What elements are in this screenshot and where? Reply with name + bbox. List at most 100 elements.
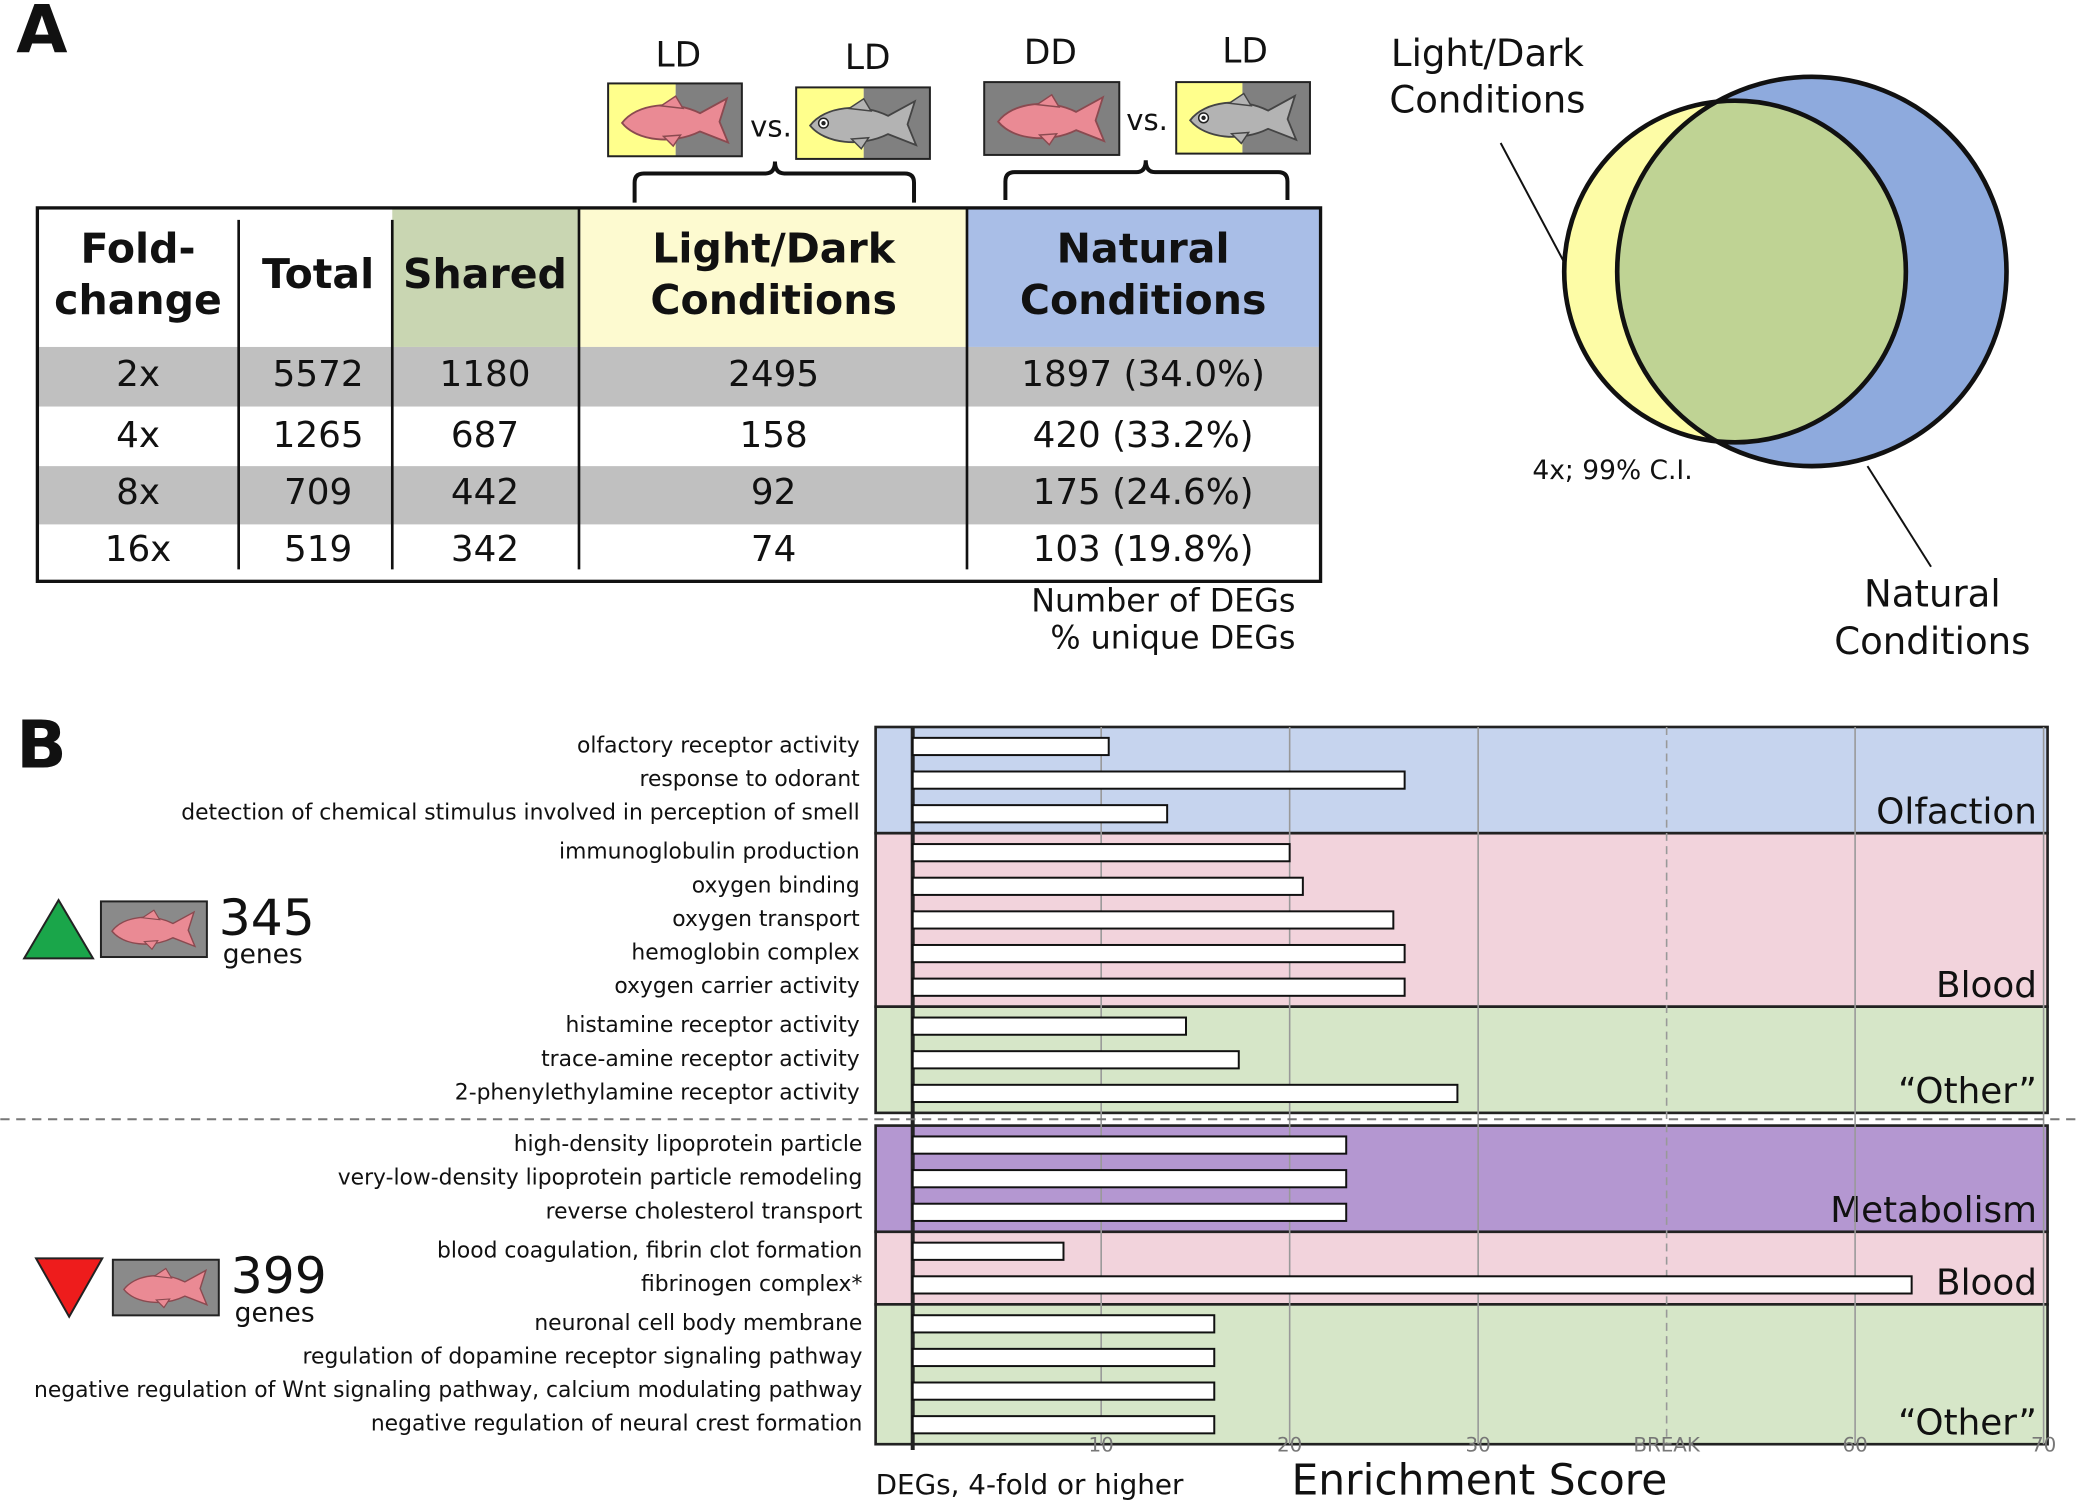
venn-note: 4x; 99% C.I. (1532, 455, 1692, 486)
gene-count: 399 (231, 1246, 327, 1305)
table-header: Fold- (80, 225, 195, 273)
x-axis-title: Enrichment Score (1292, 1456, 1668, 1503)
row-bg (37, 346, 1321, 407)
bar (911, 1314, 1216, 1334)
row-bg (37, 466, 1321, 525)
bar (911, 876, 1304, 896)
panel-label: B (16, 707, 66, 784)
bar (911, 1241, 1065, 1261)
table-cell: 1265 (273, 415, 364, 456)
bar (911, 1169, 1348, 1189)
table-cell: 175 (24.6%) (1033, 472, 1254, 513)
bar (911, 943, 1406, 964)
group-label: Blood (1936, 1263, 2037, 1304)
leader-line (1866, 465, 1932, 568)
header-shared-bg (392, 207, 579, 347)
vs-label: vs. (750, 109, 792, 143)
group-label: Olfaction (1876, 791, 2037, 832)
bar (911, 1083, 1459, 1104)
pictograms (607, 81, 1311, 203)
direction-marker (34, 1257, 104, 1319)
table-cell: 519 (284, 529, 352, 570)
table-cell: 420 (33.2%) (1033, 415, 1254, 456)
chart-note: DEGs, 4-fold or higher (876, 1468, 1184, 1501)
brace (632, 161, 917, 203)
gene-count-label: genes (223, 939, 303, 970)
x-tick-label: BREAK (1633, 1434, 1701, 1457)
box-frame (795, 86, 931, 160)
table-header: Total (262, 250, 374, 298)
table-header: change (54, 276, 222, 324)
condition-label: DD (1024, 33, 1077, 73)
bar (911, 977, 1406, 997)
category-label: regulation of dopamine receptor signalin… (303, 1344, 863, 1369)
table-cell: 1897 (34.0%) (1021, 354, 1265, 395)
group-label: “Other” (1898, 1071, 2037, 1112)
category-label: high-density lipoprotein particle (514, 1132, 863, 1157)
category-label: oxygen binding (692, 873, 860, 898)
brace (1003, 160, 1290, 200)
bar (911, 736, 1110, 757)
table-frame (35, 206, 1323, 583)
table-cell: 5572 (273, 354, 364, 395)
table-cell: 2x (116, 354, 160, 395)
table-cell: 103 (19.8%) (1033, 529, 1254, 570)
group-label: “Other” (1898, 1402, 2037, 1443)
table-header: Conditions (1020, 276, 1267, 324)
category-label: fibrinogen complex* (641, 1272, 862, 1297)
bar (911, 1347, 1216, 1368)
panel-label: A (16, 0, 67, 68)
bar (911, 910, 1395, 930)
category-label: neuronal cell body membrane (534, 1311, 862, 1336)
table-cell: 687 (451, 415, 519, 456)
x-tick-label: 10 (1089, 1434, 1114, 1457)
category-label: olfactory receptor activity (577, 733, 860, 758)
venn-outline (1561, 98, 1909, 445)
category-label: very-low-density lipoprotein particle re… (338, 1166, 863, 1191)
category-label: detection of chemical stimulus involved … (181, 801, 859, 826)
table-cell: 2495 (728, 354, 819, 395)
x-tick-label: 20 (1277, 1434, 1302, 1457)
condition-label: LD (655, 35, 701, 75)
table-header: Light/Dark (652, 225, 896, 273)
table-border (35, 206, 1323, 583)
table-footnote: % unique DEGs (1050, 621, 1295, 657)
condition-label: LD (845, 38, 891, 78)
venn-label: Conditions (1389, 78, 1585, 121)
venn-label: Conditions (1834, 620, 2030, 663)
bar (911, 843, 1291, 863)
box-frame (607, 82, 743, 158)
category-label: hemoglobin complex (631, 941, 859, 966)
x-tick-label: 70 (2031, 1434, 2056, 1457)
table-header: Shared (403, 250, 567, 298)
box-frame (1175, 81, 1311, 155)
venn-label: Natural (1864, 572, 2001, 615)
category-label: histamine receptor activity (565, 1013, 859, 1038)
table-cell: 4x (116, 415, 160, 456)
group-label: Metabolism (1830, 1190, 2037, 1231)
gene-count: 345 (219, 888, 315, 947)
condition-label: LD (1222, 31, 1268, 71)
category-label: negative regulation of Wnt signaling pat… (34, 1378, 862, 1403)
table-footnote: Number of DEGs (1031, 584, 1295, 620)
table-cell: 74 (751, 529, 797, 570)
category-label: negative regulation of neural crest form… (371, 1412, 863, 1437)
table-cell: 158 (740, 415, 808, 456)
bar (911, 1135, 1348, 1155)
category-label: response to odorant (639, 767, 860, 792)
header-natural-bg (966, 207, 1321, 347)
table-cell: 442 (451, 472, 519, 513)
category-label: trace-amine receptor activity (541, 1047, 860, 1072)
venn-outline (1614, 74, 2009, 469)
group-label: Blood (1936, 965, 2037, 1006)
venn-overlap (1617, 100, 1906, 443)
category-label: oxygen carrier activity (614, 974, 859, 999)
category-label: blood coagulation, fibrin clot formation (437, 1238, 862, 1263)
table-header: Conditions (650, 276, 897, 324)
bar (911, 1415, 1216, 1435)
x-tick-label: 30 (1466, 1434, 1491, 1457)
table-cell: 342 (451, 529, 519, 570)
header-ld-bg (578, 207, 967, 347)
bar (911, 1381, 1216, 1401)
